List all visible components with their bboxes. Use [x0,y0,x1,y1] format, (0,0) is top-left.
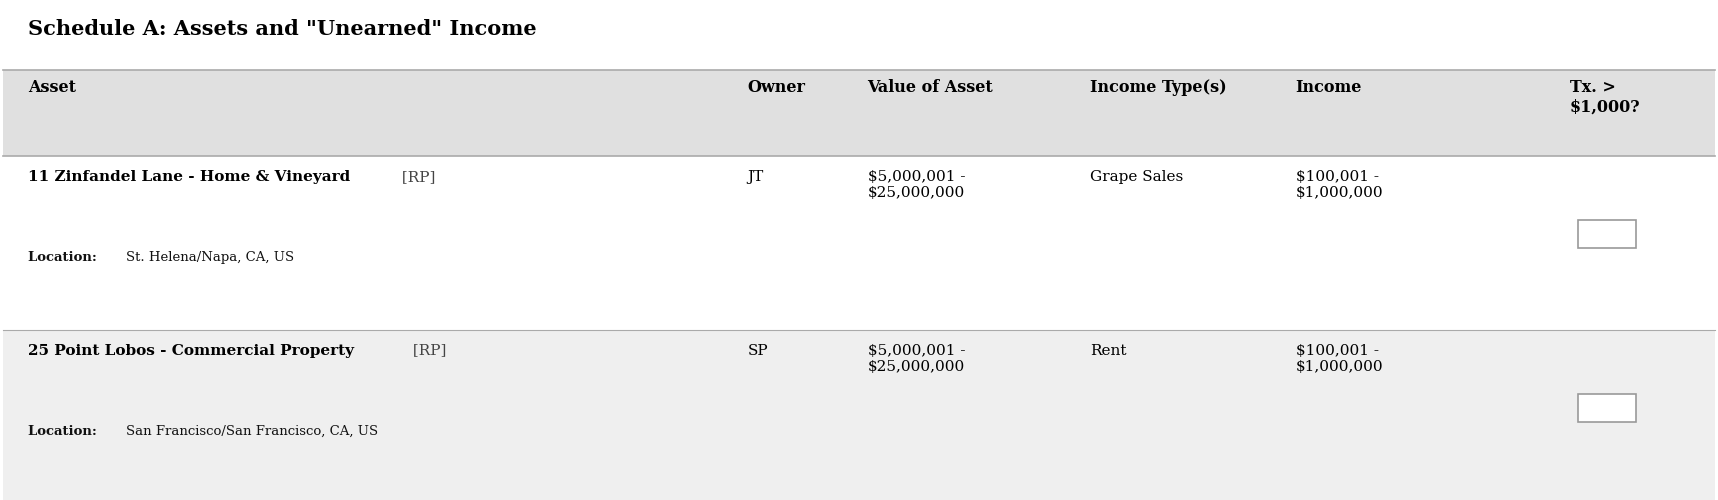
FancyBboxPatch shape [1579,220,1637,248]
FancyBboxPatch shape [3,70,1715,156]
FancyBboxPatch shape [3,330,1715,500]
Text: [RP]: [RP] [397,170,435,183]
Text: Grape Sales: Grape Sales [1091,170,1184,183]
Text: Value of Asset: Value of Asset [868,80,993,96]
Text: Location:: Location: [29,424,101,438]
Text: Location:: Location: [29,251,101,264]
Text: Income: Income [1295,80,1362,96]
Text: $5,000,001 -
$25,000,000: $5,000,001 - $25,000,000 [868,170,966,200]
Text: Tx. >
$1,000?: Tx. > $1,000? [1570,80,1641,116]
Text: $5,000,001 -
$25,000,000: $5,000,001 - $25,000,000 [868,344,966,374]
Text: 25 Point Lobos - Commercial Property: 25 Point Lobos - Commercial Property [29,344,354,357]
Text: Rent: Rent [1091,344,1127,357]
Text: SP: SP [747,344,768,357]
Text: Schedule A: Assets and "Unearned" Income: Schedule A: Assets and "Unearned" Income [29,19,538,39]
Text: [RP]: [RP] [407,344,447,357]
Text: Owner: Owner [747,80,806,96]
Text: 11 Zinfandel Lane - Home & Vineyard: 11 Zinfandel Lane - Home & Vineyard [29,170,350,183]
Text: $100,001 -
$1,000,000: $100,001 - $1,000,000 [1295,170,1383,200]
Text: Income Type(s): Income Type(s) [1091,80,1227,96]
Text: St. Helena/Napa, CA, US: St. Helena/Napa, CA, US [125,251,294,264]
Text: San Francisco/San Francisco, CA, US: San Francisco/San Francisco, CA, US [125,424,378,438]
Text: Asset: Asset [29,80,77,96]
Text: $100,001 -
$1,000,000: $100,001 - $1,000,000 [1295,344,1383,374]
Text: JT: JT [747,170,765,183]
FancyBboxPatch shape [3,156,1715,330]
FancyBboxPatch shape [1579,394,1637,422]
